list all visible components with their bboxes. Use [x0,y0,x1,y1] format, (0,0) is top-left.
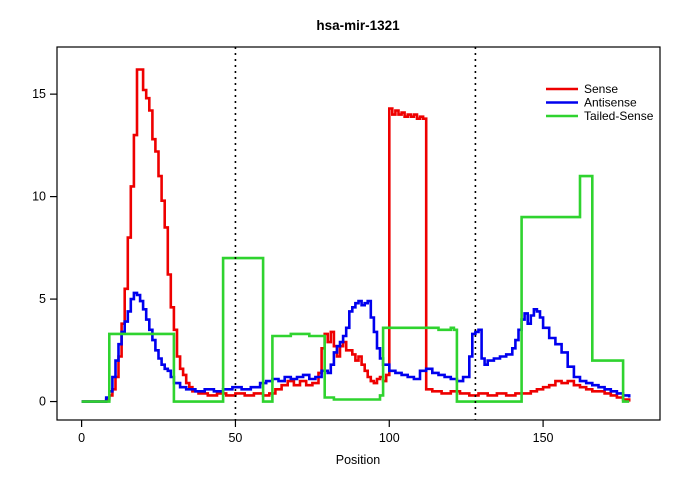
series-line-sense [81,68,631,403]
legend-item-tailed-sense: Tailed-Sense [546,109,654,123]
series-line-antisense [81,291,631,403]
plot-border [56,46,661,421]
legend-item-antisense: Antisense [546,96,637,110]
x-tick-label: 0 [78,431,85,445]
x-axis-label: Position [336,453,381,467]
legend-label-antisense: Antisense [584,96,637,110]
x-tick-label: 150 [533,431,554,445]
y-tick-label: 15 [32,87,46,101]
y-tick-label: 0 [39,395,46,409]
legend-label-tailed-sense: Tailed-Sense [584,109,654,123]
series-line-tailed-sense [81,174,630,403]
legend-label-sense: Sense [584,82,618,96]
plot-layer: 0 50 100 150 0 5 10 15 SenseAntisenseTailed-Sens… [32,46,661,445]
y-tick-label: 10 [32,190,46,204]
y-tick-label: 5 [39,292,46,306]
x-tick-label: 100 [379,431,400,445]
legend-item-sense: Sense [546,82,618,96]
x-tick-label: 50 [228,431,242,445]
chart-title: hsa-mir-1321 [316,18,400,33]
